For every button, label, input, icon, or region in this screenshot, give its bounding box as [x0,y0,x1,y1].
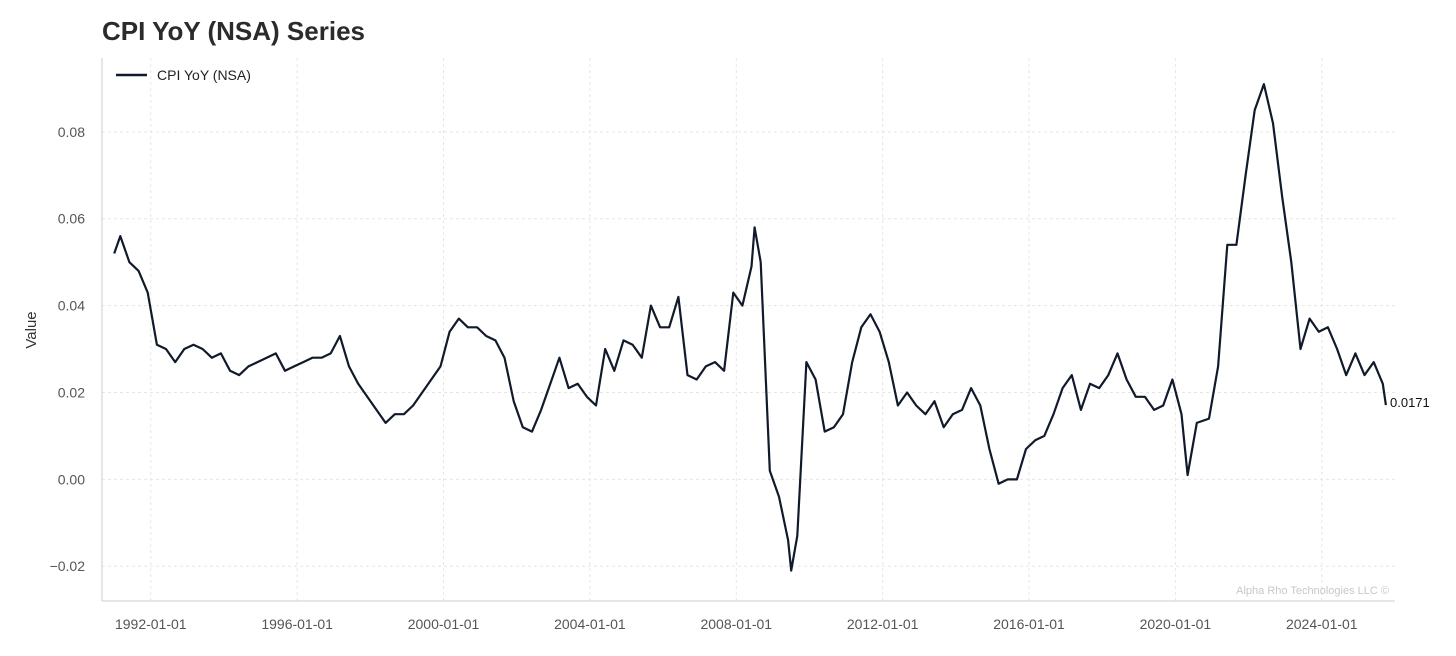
watermark: Alpha Rho Technologies LLC © [1236,585,1389,597]
chart-title: CPI YoY (NSA) Series [102,16,365,46]
y-tick-label: 0.00 [58,471,85,487]
series-layer [113,82,1387,572]
legend-label: CPI YoY (NSA) [157,67,251,83]
grid-layer [102,58,1395,601]
last-value-label: 0.0171 [1390,395,1430,410]
x-tick-label: 2024-01-01 [1286,616,1358,632]
x-tick-label: 2020-01-01 [1140,616,1212,632]
legend: CPI YoY (NSA) [116,67,251,83]
y-tick-label: −0.02 [50,558,86,574]
x-tick-label: 1996-01-01 [261,616,333,632]
axes-layer [101,58,1395,602]
x-tick-label: 1992-01-01 [115,616,187,632]
x-tick-labels: 1992-01-01 1996-01-01 2000-01-01 2004-01-01… [115,616,1358,632]
series-line [113,82,1387,572]
y-tick-label: 0.02 [58,384,85,400]
y-axis-title: Value [23,311,40,348]
x-tick-label: 2016-01-01 [993,616,1065,632]
x-tick-label: 2000-01-01 [408,616,480,632]
y-tick-label: 0.06 [58,211,85,227]
y-tick-label: 0.04 [58,298,85,314]
x-tick-label: 2008-01-01 [700,616,772,632]
y-tick-labels: −0.02 0.00 0.02 0.04 0.06 0.08 [50,124,86,574]
x-tick-label: 2004-01-01 [554,616,626,632]
y-tick-label: 0.08 [58,124,85,140]
x-tick-label: 2012-01-01 [847,616,919,632]
